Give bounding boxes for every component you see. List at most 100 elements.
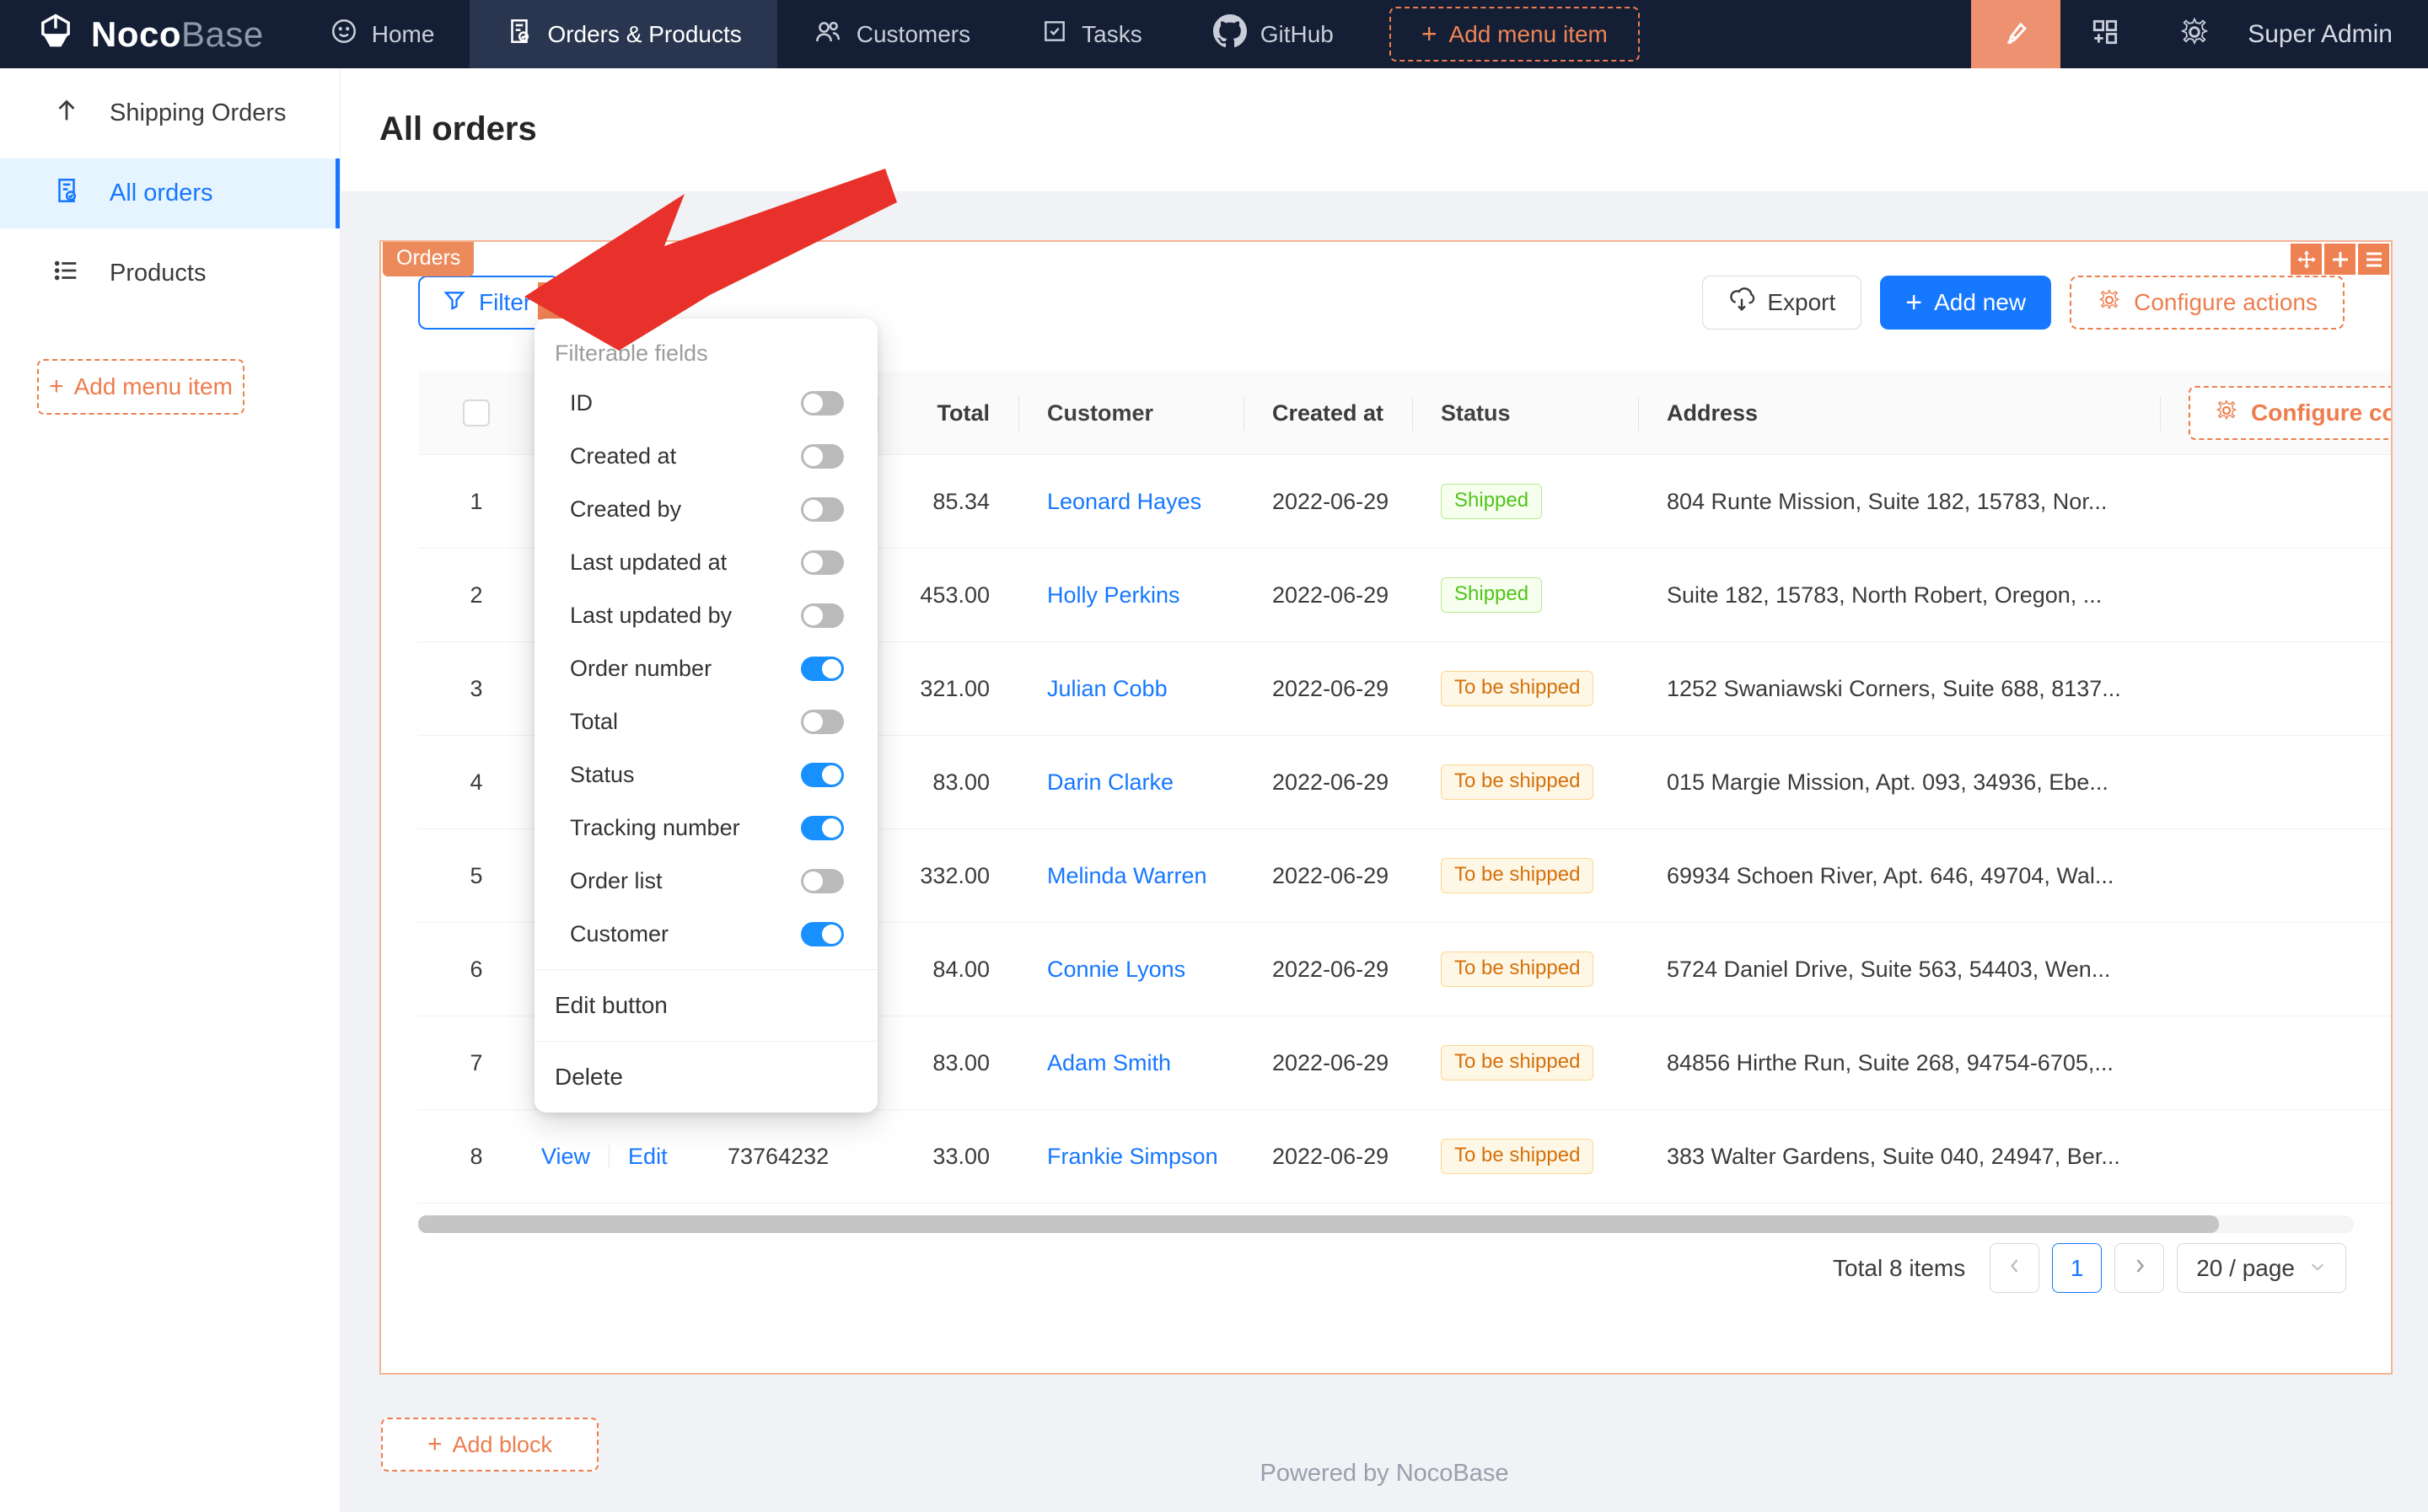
- nav-item-label: Tasks: [1082, 20, 1142, 47]
- field-toggle[interactable]: [801, 869, 844, 893]
- total-column-header[interactable]: Total: [878, 372, 1018, 454]
- block-designer-icons: [2291, 244, 2389, 275]
- status-column-header[interactable]: Status: [1412, 372, 1638, 454]
- filterable-field-item[interactable]: ID: [534, 377, 878, 430]
- prev-page-button[interactable]: [1990, 1243, 2040, 1293]
- add-block-button[interactable]: + Add block: [381, 1418, 599, 1472]
- total-cell: 83.00: [932, 1049, 990, 1075]
- customer-link[interactable]: Melinda Warren: [1047, 862, 1207, 888]
- sidebar-add-menu-item-button[interactable]: + Add menu item: [37, 359, 244, 415]
- filterable-field-item[interactable]: Last updated by: [534, 589, 878, 642]
- nav-item-orders-products[interactable]: Orders & Products: [470, 0, 777, 68]
- field-label: Status: [570, 762, 635, 787]
- user-menu[interactable]: Super Admin: [2248, 19, 2393, 48]
- sidebar-item-label: Shipping Orders: [110, 99, 287, 126]
- status-badge: Shipped: [1441, 484, 1543, 519]
- filterable-field-item[interactable]: Order list: [534, 855, 878, 908]
- field-toggle[interactable]: [801, 657, 844, 681]
- navbar-add-menu-item-button[interactable]: + Add menu item: [1389, 7, 1640, 62]
- smile-icon: [330, 17, 358, 51]
- unordered-list-icon: [52, 256, 81, 292]
- view-link[interactable]: View: [541, 1143, 591, 1169]
- drag-handle-icon[interactable]: [2291, 244, 2322, 275]
- ui-editor-button[interactable]: [1971, 0, 2061, 68]
- created-at-cell: 2022-06-29: [1272, 769, 1389, 795]
- field-toggle[interactable]: [801, 763, 844, 787]
- address-cell: 804 Runte Mission, Suite 182, 15783, Nor…: [1667, 488, 2108, 514]
- chevron-right-icon: [2130, 1256, 2150, 1280]
- customer-link[interactable]: Julian Cobb: [1047, 675, 1168, 701]
- field-toggle[interactable]: [801, 391, 844, 416]
- drag-handle-icon[interactable]: [538, 282, 575, 319]
- export-button[interactable]: Export: [1702, 276, 1862, 330]
- field-label: Order list: [570, 868, 663, 893]
- next-page-button[interactable]: [2114, 1243, 2165, 1293]
- sidebar-item-all-orders[interactable]: All orders: [0, 158, 340, 228]
- filterable-field-item[interactable]: Created at: [534, 430, 878, 483]
- filterable-field-item[interactable]: Last updated at: [534, 536, 878, 589]
- plugin-manager-button[interactable]: [2060, 0, 2150, 68]
- logo[interactable]: NocoBase: [0, 0, 294, 68]
- menu-icon[interactable]: [2358, 244, 2389, 275]
- field-toggle[interactable]: [801, 550, 844, 575]
- field-toggle[interactable]: [801, 922, 844, 946]
- configure-columns-button[interactable]: Configure columns: [2189, 386, 2391, 440]
- field-toggle[interactable]: [801, 710, 844, 734]
- edit-link[interactable]: Edit: [628, 1143, 668, 1169]
- customer-link[interactable]: Leonard Hayes: [1047, 488, 1202, 514]
- filterable-field-item[interactable]: Tracking number: [534, 802, 878, 855]
- address-column-header[interactable]: Address: [1638, 372, 2160, 454]
- nav-item-github[interactable]: GitHub: [1178, 0, 1369, 68]
- status-cell: To be shipped: [1412, 671, 1638, 706]
- customer-link[interactable]: Adam Smith: [1047, 1049, 1172, 1075]
- status-cell: To be shipped: [1412, 952, 1638, 987]
- status-badge: To be shipped: [1441, 671, 1594, 706]
- filterable-field-item[interactable]: Total: [534, 695, 878, 748]
- nav-item-home[interactable]: Home: [294, 0, 470, 68]
- created-at-column-header[interactable]: Created at: [1244, 372, 1412, 454]
- field-toggle[interactable]: [801, 497, 844, 522]
- settings-button[interactable]: [2150, 0, 2239, 68]
- status-badge: To be shipped: [1441, 1045, 1594, 1080]
- horizontal-scrollbar[interactable]: [418, 1215, 2354, 1233]
- add-block-label: Add block: [452, 1431, 553, 1457]
- nav-item-customers[interactable]: Customers: [777, 0, 1006, 68]
- logo-text: NocoBase: [91, 13, 264, 54]
- page-1-button[interactable]: 1: [2052, 1243, 2103, 1293]
- edit-button-menu-item[interactable]: Edit button: [555, 992, 668, 1018]
- nav-item-tasks[interactable]: Tasks: [1006, 0, 1178, 68]
- field-label: Created by: [570, 496, 682, 522]
- page-size-select[interactable]: 20 / page: [2177, 1243, 2346, 1293]
- filterable-field-item[interactable]: Customer: [534, 908, 878, 961]
- field-toggle[interactable]: [801, 816, 844, 840]
- customer-link[interactable]: Frankie Simpson: [1047, 1143, 1218, 1169]
- add-new-button[interactable]: + Add new: [1880, 276, 2052, 330]
- field-toggle[interactable]: [801, 603, 844, 628]
- powered-by-footer: Powered by NocoBase: [1260, 1460, 1509, 1487]
- menu-icon[interactable]: [577, 282, 614, 319]
- sidebar-item-shipping-orders[interactable]: Shipping Orders: [0, 78, 340, 148]
- customer-link[interactable]: Connie Lyons: [1047, 956, 1186, 982]
- customer-link[interactable]: Holly Perkins: [1047, 582, 1180, 608]
- field-toggle[interactable]: [801, 444, 844, 469]
- filterable-field-item[interactable]: Status: [534, 748, 878, 802]
- filterable-field-item[interactable]: Created by: [534, 483, 878, 536]
- delete-menu-item[interactable]: Delete: [555, 1064, 623, 1090]
- customer-link[interactable]: Darin Clarke: [1047, 769, 1174, 795]
- row-index: 4: [470, 769, 483, 795]
- nav-item-label: Home: [371, 20, 435, 47]
- status-badge: To be shipped: [1441, 764, 1594, 800]
- sidebar-item-products[interactable]: Products: [0, 239, 340, 308]
- file-done-icon: [505, 17, 534, 51]
- filterable-field-item[interactable]: Order number: [534, 642, 878, 695]
- scrollbar-thumb[interactable]: [418, 1215, 2219, 1233]
- select-all-checkbox[interactable]: [463, 399, 490, 426]
- address-cell: 015 Margie Mission, Apt. 093, 34936, Ebe…: [1667, 769, 2108, 795]
- status-cell: Shipped: [1412, 484, 1638, 519]
- add-icon[interactable]: [2324, 244, 2355, 275]
- sidebar-item-label: All orders: [110, 180, 213, 206]
- export-label: Export: [1767, 289, 1836, 315]
- configure-actions-button[interactable]: Configure actions: [2070, 276, 2345, 330]
- customer-column-header[interactable]: Customer: [1018, 372, 1244, 454]
